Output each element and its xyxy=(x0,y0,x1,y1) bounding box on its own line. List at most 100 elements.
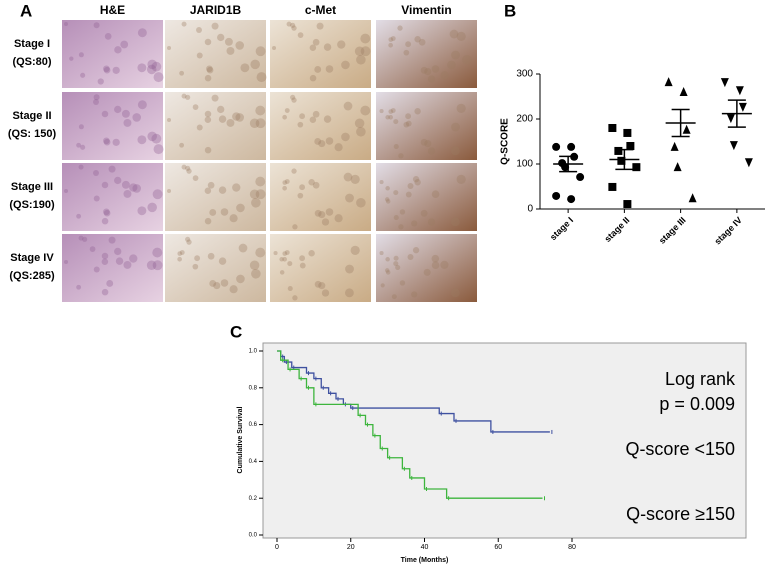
cell-texture xyxy=(411,220,418,227)
cell-texture xyxy=(82,236,88,242)
cell-texture xyxy=(423,268,431,276)
cell-texture xyxy=(103,137,110,145)
cell-texture xyxy=(167,118,172,123)
cell-texture xyxy=(213,282,221,290)
cell-texture xyxy=(249,260,260,270)
cell-texture xyxy=(323,43,332,51)
cell-texture xyxy=(93,170,99,176)
cell-texture xyxy=(290,94,296,100)
histology-image xyxy=(270,163,371,231)
cell-texture xyxy=(235,41,244,50)
cell-texture xyxy=(456,31,466,41)
cell-texture xyxy=(132,184,141,193)
cell-texture xyxy=(405,41,412,48)
x-tick-label: stage II xyxy=(602,215,631,244)
cell-texture xyxy=(379,109,384,114)
cell-texture xyxy=(427,147,436,155)
cell-texture xyxy=(120,40,129,49)
cell-texture xyxy=(407,183,414,190)
histology-image xyxy=(165,92,266,160)
cell-texture xyxy=(114,105,122,114)
cell-texture xyxy=(393,144,399,150)
cell-texture xyxy=(132,113,141,122)
cell-texture xyxy=(318,140,326,148)
cell-texture xyxy=(412,247,420,254)
cell-texture xyxy=(343,172,353,182)
cell-texture xyxy=(196,27,202,33)
cell-texture xyxy=(456,174,466,184)
cell-texture xyxy=(388,42,393,48)
cell-texture xyxy=(398,224,404,230)
row-label: (QS: 150) xyxy=(8,128,57,140)
cell-texture xyxy=(186,168,192,174)
error-bar xyxy=(671,108,690,138)
cell-texture xyxy=(395,264,401,270)
cell-texture xyxy=(350,174,360,184)
cell-texture xyxy=(192,263,199,270)
cell-texture xyxy=(379,180,384,185)
row-label: Stage III xyxy=(11,181,53,193)
data-point xyxy=(617,156,626,165)
cell-texture xyxy=(121,109,130,118)
cell-texture xyxy=(297,32,304,38)
x-tick-label: 40 xyxy=(421,544,429,551)
cell-texture xyxy=(78,124,84,130)
cell-texture xyxy=(255,46,266,57)
cell-texture xyxy=(462,54,472,65)
cell-texture xyxy=(345,193,354,203)
x-tick-label: 80 xyxy=(568,544,576,551)
column-header: Vimentin xyxy=(401,3,451,17)
x-tick-label: 0 xyxy=(275,544,279,551)
cell-texture xyxy=(103,138,111,146)
row-label: Stage IV xyxy=(10,252,54,264)
cell-texture xyxy=(451,50,460,60)
cell-texture xyxy=(177,251,183,256)
cell-texture xyxy=(103,66,111,74)
cell-texture xyxy=(431,190,440,198)
cell-texture xyxy=(391,294,397,300)
cell-texture xyxy=(93,94,100,101)
cell-texture xyxy=(325,65,334,73)
cell-texture xyxy=(343,101,353,111)
x-tick-label: stage III xyxy=(657,215,688,246)
cell-texture xyxy=(103,65,110,73)
cell-texture xyxy=(299,255,306,262)
data-point xyxy=(561,163,570,172)
cell-texture xyxy=(101,288,109,296)
cell-texture xyxy=(78,235,84,241)
cell-texture xyxy=(218,257,227,265)
cell-texture xyxy=(108,236,116,244)
histology-image xyxy=(376,20,477,88)
cell-texture xyxy=(121,180,130,189)
cell-texture xyxy=(424,140,432,148)
cell-texture xyxy=(97,78,104,85)
cell-texture xyxy=(152,247,163,258)
cell-texture xyxy=(204,146,212,154)
histology-image xyxy=(165,163,266,231)
cell-texture xyxy=(309,116,317,124)
data-point xyxy=(673,162,682,172)
column-header: c-Met xyxy=(305,3,336,17)
cell-texture xyxy=(292,224,298,230)
cell-texture xyxy=(282,114,287,120)
cell-texture xyxy=(186,239,192,245)
cell-texture xyxy=(345,264,354,274)
cell-texture xyxy=(318,282,326,290)
cell-texture xyxy=(341,132,350,142)
cell-texture xyxy=(112,138,120,146)
cell-texture xyxy=(147,131,157,142)
y-tick-label: 1.0 xyxy=(249,349,258,355)
cell-texture xyxy=(137,63,147,73)
histology-image xyxy=(165,234,266,302)
cell-texture xyxy=(380,283,385,288)
data-point xyxy=(679,87,688,96)
cell-texture xyxy=(337,40,346,49)
cell-texture xyxy=(249,118,260,128)
cell-texture xyxy=(390,36,396,41)
data-point xyxy=(682,124,691,134)
cell-texture xyxy=(431,254,440,263)
cell-texture xyxy=(93,195,100,202)
annotation: p = 0.009 xyxy=(659,394,735,414)
cell-texture xyxy=(405,120,412,127)
cell-texture xyxy=(398,153,404,159)
